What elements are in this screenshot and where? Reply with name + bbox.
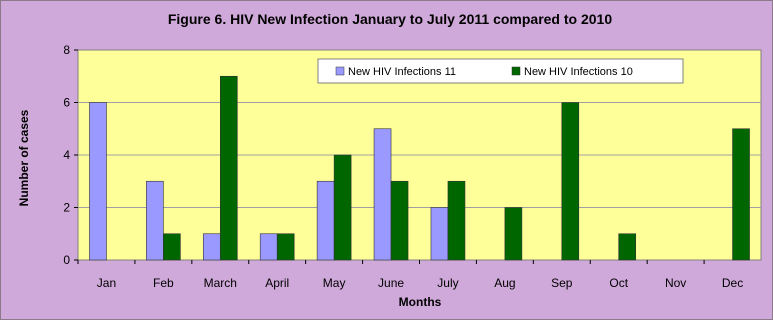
x-tick-label: Dec <box>722 276 743 290</box>
y-tick-label: 2 <box>63 201 70 215</box>
legend-box <box>317 58 684 84</box>
bar-2011-march <box>202 233 221 261</box>
bar-2010-march <box>219 75 238 261</box>
bar-2010-june <box>390 180 409 261</box>
bar-2011-feb <box>146 180 164 261</box>
y-tick-label: 0 <box>63 253 70 267</box>
y-axis-label: Number of cases <box>17 109 31 206</box>
x-tick-label: Aug <box>494 276 515 290</box>
legend-swatch-2010 <box>511 66 521 76</box>
x-tick-label: June <box>378 276 404 290</box>
gridlines <box>78 102 761 208</box>
bar-2011-june <box>373 128 392 261</box>
legend-swatch-2011 <box>335 66 345 76</box>
bars <box>89 75 750 261</box>
y-axis-ticks: 0 2 4 6 8 <box>63 43 78 267</box>
legend: New HIV Infections 11 New HIV Infections… <box>317 58 684 84</box>
bar-2010-july <box>447 180 466 261</box>
x-axis-ticks: Jan Feb March April May June July Aug Sep Oct Nov D… <box>77 260 743 290</box>
y-tick-label: 8 <box>63 43 70 57</box>
bar-2011-july <box>430 207 449 261</box>
bar-2011-april <box>259 233 278 261</box>
x-tick-label: April <box>265 276 289 290</box>
legend-label-2011: New HIV Infections 11 <box>348 66 456 78</box>
x-axis-label: Months <box>399 295 442 309</box>
x-tick-label: July <box>437 276 458 290</box>
y-tick-label: 6 <box>63 96 70 110</box>
x-tick-label: Jan <box>97 276 116 290</box>
bar-2010-dec <box>732 128 750 261</box>
x-tick-label: May <box>323 276 346 290</box>
x-tick-label: Sep <box>551 276 573 290</box>
bar-2011-jan <box>89 102 107 261</box>
bar-2011-may <box>316 180 335 261</box>
chart-title: Figure 6. HIV New Infection January to J… <box>168 11 612 27</box>
x-tick-label: Feb <box>153 276 174 290</box>
x-tick-label: March <box>204 276 237 290</box>
x-tick-label: Nov <box>665 276 686 290</box>
x-tick-label: Oct <box>609 276 628 290</box>
bar-2010-sep <box>561 102 580 261</box>
bar-2010-aug <box>504 207 523 261</box>
legend-label-2010: New HIV Infections 10 <box>524 66 633 78</box>
bar-2010-feb <box>163 233 181 261</box>
bar-2010-may <box>333 154 352 261</box>
bar-2010-oct <box>618 233 637 261</box>
bar-2010-april <box>276 233 295 261</box>
y-tick-label: 4 <box>63 148 70 162</box>
